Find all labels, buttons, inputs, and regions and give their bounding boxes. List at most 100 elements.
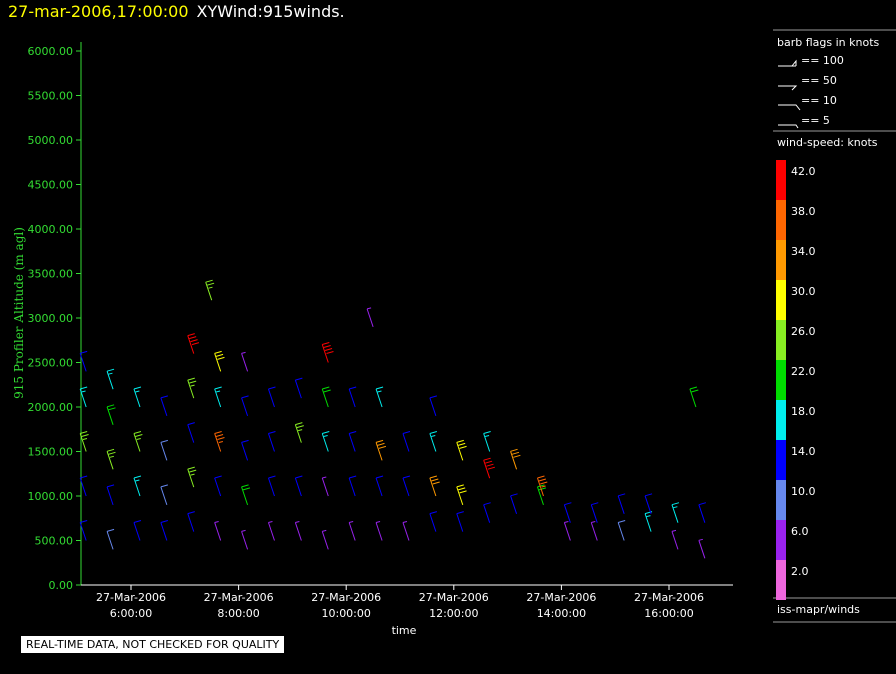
speed-scale-label: 2.0 <box>791 565 809 578</box>
wind-barb <box>366 307 374 328</box>
wind-barb <box>483 431 491 452</box>
chart-title: 27-mar-2006,17:00:00 XYWind:915winds. <box>8 2 345 21</box>
wind-barb <box>294 475 303 497</box>
wind-barb <box>536 475 548 497</box>
x-tick-date-label: 27-Mar-2006 <box>526 591 596 604</box>
title-product: XYWind:915winds. <box>196 2 345 21</box>
barb-flag-5-icon <box>778 124 799 129</box>
barb-legend-entry-10: == 10 <box>778 94 837 111</box>
wind-barb <box>698 502 707 523</box>
wind-barb <box>321 431 330 452</box>
wind-barb <box>644 511 653 532</box>
wind-barb <box>456 439 467 461</box>
barb-legend-label-100: == 100 <box>801 54 844 67</box>
wind-barb <box>160 395 169 417</box>
speed-scale-label: 34.0 <box>791 245 816 258</box>
y-tick-label: 0.00 <box>49 579 74 592</box>
barb-legend-label-5: == 5 <box>801 114 830 127</box>
wind-barb <box>348 386 357 408</box>
wind-barb <box>294 377 303 399</box>
y-tick-label: 500.00 <box>35 535 74 548</box>
wind-barb <box>375 439 387 461</box>
y-tick-label: 5500.00 <box>28 90 74 103</box>
y-tick-label: 1500.00 <box>28 446 74 459</box>
speed-scale-swatch <box>776 280 786 320</box>
wind-barb <box>106 368 115 390</box>
wind-barb <box>456 511 464 532</box>
wind-barb <box>348 475 357 497</box>
wind-barb <box>483 457 496 479</box>
barb-legend-entry-5: == 5 <box>778 114 830 129</box>
wind-barb <box>79 475 88 497</box>
y-tick-label: 5000.00 <box>28 134 74 147</box>
wind-barb <box>106 448 116 470</box>
speed-scale-label: 26.0 <box>791 325 816 338</box>
wind-barb <box>214 521 222 541</box>
x-tick-time-label: 8:00:00 <box>217 607 259 620</box>
wind-barb <box>321 529 329 550</box>
speed-scale-title: wind-speed: knots <box>777 136 878 149</box>
x-axis-label: time <box>392 624 417 637</box>
wind-barb <box>429 475 440 497</box>
speed-scale-label: 22.0 <box>791 365 816 378</box>
x-tick-group: 27-Mar-2006 6:00:00 27-Mar-2006 8:00:00 27-M… <box>96 585 704 620</box>
quality-disclaimer: REAL-TIME DATA, NOT CHECKED FOR QUALITY <box>21 636 285 653</box>
y-tick-label: 4000.00 <box>28 223 74 236</box>
wind-barb <box>79 386 88 408</box>
y-tick-label: 3500.00 <box>28 268 74 281</box>
wind-barb <box>348 521 356 541</box>
wind-barb <box>187 422 195 443</box>
wind-barb <box>689 386 699 408</box>
x-tick-time-label: 12:00:00 <box>429 607 478 620</box>
wind-barb <box>294 521 302 541</box>
x-tick-time-label: 10:00:00 <box>321 607 370 620</box>
wind-barb <box>106 404 116 425</box>
wind-barb-group <box>79 279 707 559</box>
wind-barb <box>375 386 384 408</box>
wind-barb <box>267 386 276 408</box>
wind-barb <box>241 439 249 461</box>
x-tick-date-label: 27-Mar-2006 <box>96 591 166 604</box>
speed-scale-label: 30.0 <box>791 285 816 298</box>
wind-barb <box>375 521 383 541</box>
wind-barb <box>617 520 626 541</box>
x-tick-date-label: 27-Mar-2006 <box>311 591 381 604</box>
y-tick-group: 0.00 500.00 1000.00 1500.00 2000.00 2500.00 30… <box>28 45 81 592</box>
barb-legend-title: barb flags in knots <box>777 36 880 49</box>
wind-barb <box>187 333 200 354</box>
speed-scale-label: 18.0 <box>791 405 816 418</box>
wind-barb <box>187 466 197 488</box>
x-tick-time-label: 16:00:00 <box>644 607 693 620</box>
wind-barb <box>106 528 115 550</box>
y-tick-label: 3000.00 <box>28 312 74 325</box>
wind-barb <box>133 475 142 497</box>
speed-scale-swatch <box>776 520 786 560</box>
x-tick-time-label: 14:00:00 <box>537 607 586 620</box>
wind-barb <box>267 521 275 541</box>
wind-barb <box>429 431 438 452</box>
speed-scale-label: 42.0 <box>791 165 816 178</box>
speed-scale-swatch <box>776 560 786 600</box>
barb-legend-entry-50: == 50 <box>778 74 837 91</box>
speed-scale-swatch <box>776 440 786 480</box>
wind-barb <box>698 538 706 559</box>
wind-barb <box>205 279 215 301</box>
speed-scale-label: 10.0 <box>791 485 816 498</box>
speed-scale-label: 6.0 <box>791 525 809 538</box>
speed-scale-label: 14.0 <box>791 445 816 458</box>
wind-barb <box>79 520 88 541</box>
wind-barb <box>241 529 249 550</box>
wind-barb <box>321 342 334 363</box>
barb-legend-label-10: == 10 <box>801 94 837 107</box>
wind-barb <box>214 431 225 452</box>
wind-barb <box>241 395 249 417</box>
wind-barb <box>133 520 142 541</box>
barb-flag-100-icon <box>778 59 797 67</box>
wind-barb <box>214 350 225 372</box>
y-tick-label: 4500.00 <box>28 179 74 192</box>
barb-legend-label-50: == 50 <box>801 74 837 87</box>
wind-barb <box>671 529 679 550</box>
wind-barb <box>429 511 438 532</box>
wind-barb <box>510 493 518 514</box>
wind-barb <box>79 431 89 452</box>
